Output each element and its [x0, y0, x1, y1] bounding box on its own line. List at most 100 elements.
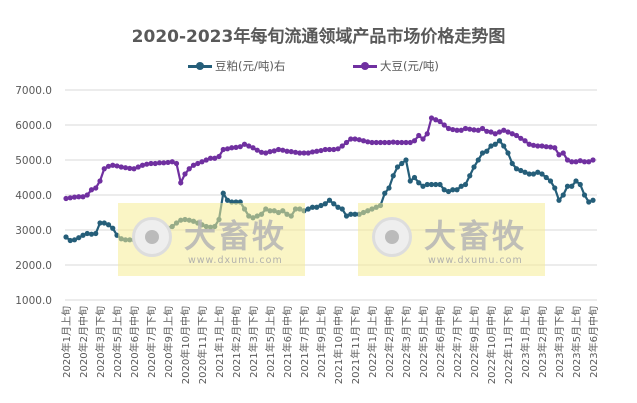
- data-point-0: [390, 173, 396, 179]
- data-point-0: [220, 190, 226, 196]
- data-point-0: [97, 220, 103, 226]
- data-point-0: [339, 206, 345, 212]
- data-point-1: [518, 135, 524, 141]
- data-point-1: [560, 150, 566, 156]
- data-point-0: [445, 188, 452, 195]
- x-tick-label: 2021年11月下旬: [349, 306, 362, 384]
- legend-marker-soybean-meal: [188, 62, 212, 70]
- x-tick-label: 2022年9月上旬: [468, 306, 481, 378]
- data-point-1: [505, 129, 511, 135]
- data-point-0: [450, 187, 456, 193]
- watermark-brand: 大畜牧: [424, 217, 527, 255]
- data-point-1: [288, 149, 294, 155]
- data-point-0: [403, 157, 409, 163]
- data-point-1: [339, 143, 345, 149]
- data-point-0: [543, 174, 549, 181]
- data-point-0: [411, 174, 418, 181]
- data-point-1: [318, 147, 324, 154]
- data-point-1: [101, 166, 107, 172]
- data-point-0: [577, 181, 583, 188]
- data-point-0: [424, 181, 430, 188]
- data-point-1: [161, 160, 167, 166]
- x-tick-label: 2021年1月上旬: [213, 306, 226, 378]
- data-point-1: [530, 142, 537, 148]
- data-point-1: [305, 150, 311, 156]
- data-point-1: [360, 138, 367, 144]
- x-tick-label: 2020年7月下旬: [145, 306, 158, 378]
- data-point-0: [326, 197, 333, 203]
- data-point-1: [573, 159, 579, 165]
- data-point-0: [105, 222, 112, 228]
- data-point-0: [331, 201, 337, 207]
- data-point-0: [314, 204, 320, 210]
- data-point-1: [569, 159, 575, 165]
- data-point-1: [586, 159, 592, 165]
- watermark-logo-icon: [372, 217, 412, 257]
- data-point-1: [496, 129, 503, 135]
- data-point-0: [352, 211, 358, 217]
- data-point-1: [369, 139, 375, 146]
- x-tick-label: 2021年10月中旬: [332, 306, 345, 384]
- data-point-1: [428, 115, 435, 121]
- x-tick-label: 2021年9月上旬: [315, 306, 328, 378]
- data-point-0: [488, 143, 494, 149]
- data-point-1: [437, 118, 443, 125]
- data-point-0: [458, 183, 464, 189]
- data-point-0: [309, 204, 316, 210]
- data-point-1: [564, 157, 571, 163]
- data-point-1: [581, 159, 588, 165]
- data-point-1: [216, 153, 222, 160]
- data-point-0: [556, 197, 562, 203]
- data-point-1: [526, 141, 532, 147]
- data-point-1: [241, 141, 248, 147]
- data-point-0: [386, 185, 392, 191]
- data-point-0: [509, 160, 515, 167]
- data-point-1: [246, 143, 252, 149]
- data-point-1: [118, 164, 124, 170]
- data-point-1: [182, 171, 188, 177]
- data-point-1: [169, 159, 175, 165]
- data-point-1: [139, 162, 146, 168]
- legend-item-soybean-meal: 豆粕(元/吨)右: [188, 58, 285, 74]
- data-point-1: [509, 131, 515, 137]
- data-point-1: [105, 163, 112, 169]
- legend-item-soybean: 大豆(元/吨): [353, 58, 439, 74]
- y-tick-label: 4000.0: [15, 190, 52, 202]
- watermark-logo-icon: [132, 217, 172, 257]
- data-point-1: [450, 126, 456, 133]
- data-point-1: [71, 194, 78, 200]
- data-point-0: [394, 164, 401, 170]
- data-point-1: [135, 164, 141, 170]
- data-point-1: [314, 148, 320, 154]
- data-point-1: [229, 145, 235, 151]
- data-point-0: [581, 192, 588, 198]
- data-point-1: [173, 160, 180, 167]
- data-point-1: [492, 131, 498, 137]
- legend-marker-soybean: [353, 62, 377, 70]
- data-point-1: [114, 163, 120, 169]
- data-point-1: [382, 139, 388, 146]
- data-point-0: [224, 197, 231, 203]
- watermark: 大畜牧 www.dxumu.com: [118, 203, 305, 276]
- x-tick-label: 2022年7月下旬: [451, 306, 464, 378]
- watermark-url: www.dxumu.com: [188, 255, 283, 266]
- data-point-0: [441, 187, 447, 193]
- x-tick-label: 2020年5月上旬: [111, 306, 124, 378]
- data-point-1: [263, 150, 269, 156]
- data-point-0: [569, 183, 575, 189]
- data-point-1: [479, 125, 486, 132]
- data-point-0: [420, 183, 426, 189]
- y-tick-label: 1000.0: [15, 295, 52, 307]
- data-point-1: [297, 150, 303, 156]
- data-point-1: [110, 162, 116, 168]
- data-point-1: [343, 139, 350, 146]
- data-point-0: [416, 180, 422, 186]
- data-point-1: [471, 127, 477, 133]
- y-tick-label: 2000.0: [15, 260, 52, 272]
- data-point-1: [220, 146, 226, 153]
- data-point-1: [284, 148, 290, 154]
- data-point-1: [407, 139, 413, 146]
- data-point-1: [63, 195, 69, 202]
- data-point-0: [318, 202, 324, 209]
- data-point-1: [424, 131, 430, 137]
